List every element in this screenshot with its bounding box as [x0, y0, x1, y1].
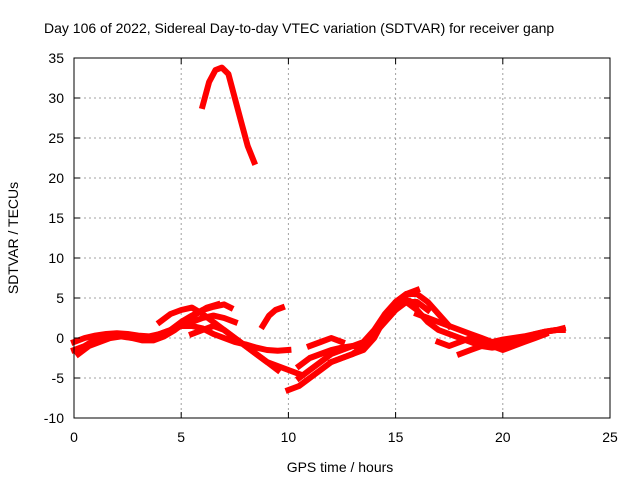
x-tick-label: 20	[495, 429, 511, 445]
series-arc-m	[327, 296, 421, 366]
x-tick-label: 25	[602, 429, 618, 445]
y-tick-label: 10	[48, 250, 64, 266]
y-tick-label: 30	[48, 90, 64, 106]
series-arc-f	[188, 323, 303, 378]
x-tick-label: 10	[281, 429, 297, 445]
y-tick-label: 20	[48, 170, 64, 186]
y-tick-label: 35	[48, 50, 64, 66]
y-tick-label: 15	[48, 210, 64, 226]
series-arc-k	[294, 286, 421, 371]
y-tick-label: 5	[56, 290, 64, 306]
chart-title: Day 106 of 2022, Sidereal Day-to-day VTE…	[44, 20, 554, 36]
x-axis-label: GPS time / hours	[287, 459, 394, 475]
series-arc-h	[198, 64, 258, 166]
y-tick-label: -10	[44, 410, 64, 426]
series-arc-q	[456, 324, 567, 358]
plot-frame	[73, 57, 611, 419]
grid	[74, 58, 610, 418]
y-axis-label: SDTVAR / TECUs	[5, 182, 21, 294]
x-tick-label: 15	[388, 429, 404, 445]
series-arc-d	[145, 323, 292, 354]
x-tick-label: 5	[177, 429, 185, 445]
y-tick-label: -5	[52, 370, 65, 386]
y-tick-label: 0	[56, 330, 64, 346]
axis-ticks: 0 5 10 15 20 25 -10 -5 0 5 10 15 20 25 30 35	[44, 50, 618, 445]
series-arc-l	[305, 335, 346, 350]
series-arc-g	[258, 303, 286, 331]
x-tick-label: 0	[70, 429, 78, 445]
data-series	[70, 64, 567, 394]
y-tick-label: 25	[48, 130, 64, 146]
series-arc-p	[434, 330, 550, 353]
